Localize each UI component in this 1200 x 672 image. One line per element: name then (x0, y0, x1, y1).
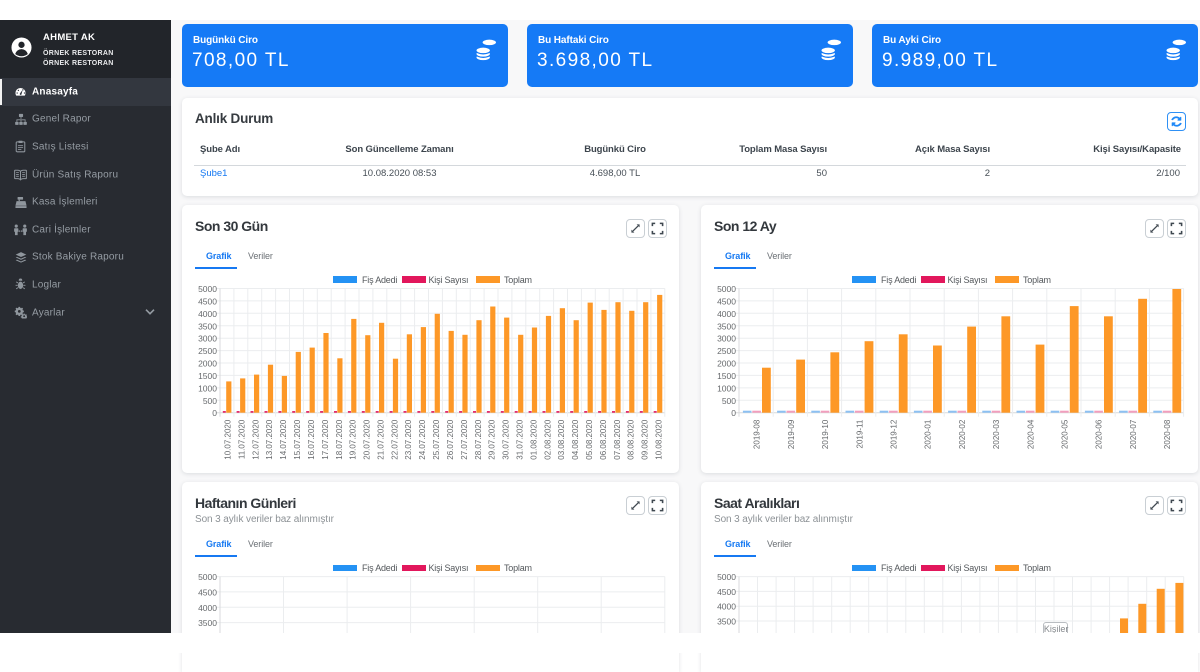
svg-text:4500: 4500 (198, 297, 217, 307)
svg-text:25.07.2020: 25.07.2020 (432, 420, 441, 461)
svg-text:2019-11: 2019-11 (855, 420, 864, 449)
svg-text:5000: 5000 (717, 572, 736, 582)
svg-text:2020-07: 2020-07 (1129, 420, 1138, 450)
svg-text:3000: 3000 (198, 334, 217, 344)
svg-text:2020-02: 2020-02 (958, 420, 967, 450)
svg-text:3500: 3500 (717, 617, 736, 627)
svg-text:4500: 4500 (717, 587, 736, 597)
svg-text:03.08.2020: 03.08.2020 (557, 420, 566, 461)
svg-text:09.08.2020: 09.08.2020 (641, 420, 650, 461)
svg-text:23.07.2020: 23.07.2020 (404, 420, 413, 461)
svg-text:4500: 4500 (717, 297, 736, 307)
svg-text:2500: 2500 (717, 346, 736, 356)
svg-text:2020-08: 2020-08 (1163, 420, 1172, 450)
svg-text:4000: 4000 (717, 309, 736, 319)
svg-text:5000: 5000 (198, 572, 217, 582)
svg-text:24.07.2020: 24.07.2020 (418, 420, 427, 461)
svg-text:4000: 4000 (198, 603, 217, 613)
svg-text:3000: 3000 (717, 334, 736, 344)
svg-text:12.07.2020: 12.07.2020 (251, 420, 260, 461)
svg-text:28.07.2020: 28.07.2020 (474, 420, 483, 461)
svg-text:2020-01: 2020-01 (924, 420, 933, 450)
svg-text:500: 500 (203, 396, 217, 406)
svg-text:10.07.2020: 10.07.2020 (224, 420, 233, 461)
svg-text:19.07.2020: 19.07.2020 (349, 420, 358, 461)
svg-text:2020-05: 2020-05 (1061, 420, 1070, 450)
svg-text:2000: 2000 (198, 359, 217, 369)
svg-text:16.07.2020: 16.07.2020 (307, 420, 316, 461)
svg-text:18.07.2020: 18.07.2020 (335, 420, 344, 461)
svg-text:3500: 3500 (717, 322, 736, 332)
svg-text:05.08.2020: 05.08.2020 (585, 420, 594, 461)
svg-text:5000: 5000 (717, 284, 736, 294)
svg-text:4000: 4000 (198, 309, 217, 319)
svg-text:04.08.2020: 04.08.2020 (571, 420, 580, 461)
svg-text:02.08.2020: 02.08.2020 (543, 420, 552, 461)
svg-text:22.07.2020: 22.07.2020 (390, 420, 399, 461)
svg-text:07.08.2020: 07.08.2020 (613, 420, 622, 461)
svg-text:2020-06: 2020-06 (1095, 420, 1104, 450)
svg-text:2500: 2500 (198, 346, 217, 356)
svg-text:01.08.2020: 01.08.2020 (529, 420, 538, 461)
svg-text:3500: 3500 (198, 322, 217, 332)
svg-text:10.08.2020: 10.08.2020 (655, 420, 664, 461)
svg-text:2019-10: 2019-10 (821, 420, 830, 450)
svg-text:13.07.2020: 13.07.2020 (265, 420, 274, 461)
svg-text:2019-08: 2019-08 (753, 420, 762, 450)
svg-text:4500: 4500 (198, 588, 217, 598)
svg-text:27.07.2020: 27.07.2020 (460, 420, 469, 461)
svg-text:11.07.2020: 11.07.2020 (238, 420, 247, 460)
svg-text:5000: 5000 (198, 284, 217, 294)
svg-text:06.08.2020: 06.08.2020 (599, 420, 608, 461)
svg-text:0: 0 (731, 409, 736, 419)
svg-text:31.07.2020: 31.07.2020 (516, 420, 525, 461)
svg-text:20.07.2020: 20.07.2020 (363, 420, 372, 461)
svg-text:2020-04: 2020-04 (1026, 420, 1035, 450)
svg-text:08.08.2020: 08.08.2020 (627, 420, 636, 461)
svg-text:29.07.2020: 29.07.2020 (488, 420, 497, 461)
svg-text:500: 500 (722, 396, 736, 406)
svg-text:2019-12: 2019-12 (890, 420, 899, 450)
svg-text:1000: 1000 (717, 384, 736, 394)
svg-text:2019-09: 2019-09 (787, 420, 796, 450)
svg-text:1500: 1500 (198, 371, 217, 381)
svg-text:15.07.2020: 15.07.2020 (293, 420, 302, 461)
svg-text:1000: 1000 (198, 384, 217, 394)
svg-text:14.07.2020: 14.07.2020 (279, 420, 288, 461)
svg-text:2020-03: 2020-03 (992, 420, 1001, 450)
svg-text:30.07.2020: 30.07.2020 (502, 420, 511, 461)
svg-text:2000: 2000 (717, 359, 736, 369)
svg-text:1500: 1500 (717, 371, 736, 381)
svg-text:26.07.2020: 26.07.2020 (446, 420, 455, 461)
svg-text:3500: 3500 (198, 618, 217, 628)
svg-text:17.07.2020: 17.07.2020 (321, 420, 330, 461)
svg-text:4000: 4000 (717, 602, 736, 612)
svg-text:21.07.2020: 21.07.2020 (376, 420, 385, 461)
svg-text:0: 0 (212, 409, 217, 419)
